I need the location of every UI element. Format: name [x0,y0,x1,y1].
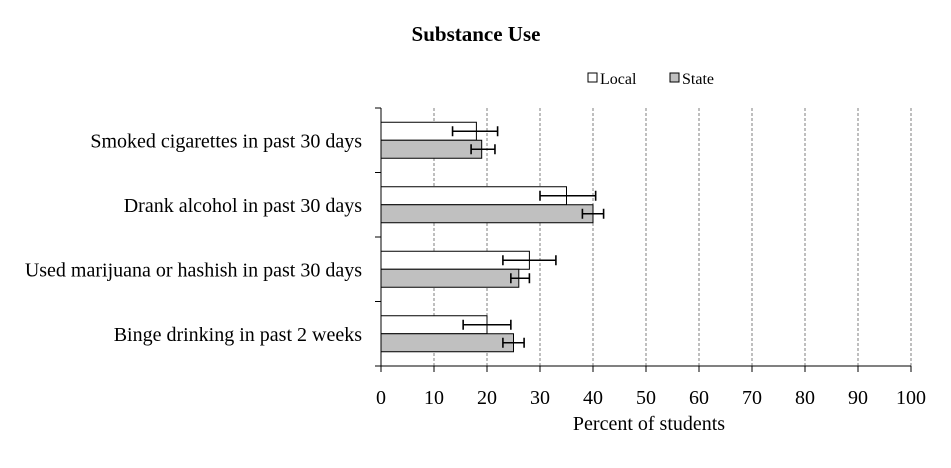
legend-swatch-local [587,72,598,83]
bar-local-1 [380,186,567,206]
legend: Local State [587,71,714,88]
category-label-3: Binge drinking in past 2 weeks [114,324,363,346]
gridlines [433,108,912,366]
bar-state-0 [380,139,483,159]
x-tick-label-70: 70 [742,387,762,409]
x-tick-label-20: 20 [477,387,497,409]
axes [375,107,912,372]
legend-label-state: State [682,71,714,88]
bar-state-1 [380,204,594,224]
x-tick-label-40: 40 [583,387,603,409]
bars [380,121,594,353]
x-axis-title: Percent of students [573,413,725,435]
category-labels: Smoked cigarettes in past 30 days Drank a… [25,130,362,346]
bar-state-2 [380,268,520,288]
x-tick-label-60: 60 [689,387,709,409]
x-tick-labels: 0 10 20 30 40 50 60 70 80 90 100 [376,387,926,409]
x-tick-label-100: 100 [896,387,926,409]
x-tick-label-30: 30 [530,387,550,409]
x-tick-label-90: 90 [848,387,868,409]
category-label-0: Smoked cigarettes in past 30 days [90,130,362,152]
bar-state-3 [380,333,514,353]
legend-label-local: Local [600,71,637,88]
chart-title: Substance Use [412,22,541,46]
x-tick-label-10: 10 [424,387,444,409]
x-tick-label-0: 0 [376,387,386,409]
category-label-1: Drank alcohol in past 30 days [124,195,362,217]
legend-swatch-state [669,72,680,83]
category-label-2: Used marijuana or hashish in past 30 day… [25,259,362,281]
error-bars [451,126,605,348]
x-tick-label-80: 80 [795,387,815,409]
x-tick-label-50: 50 [636,387,656,409]
